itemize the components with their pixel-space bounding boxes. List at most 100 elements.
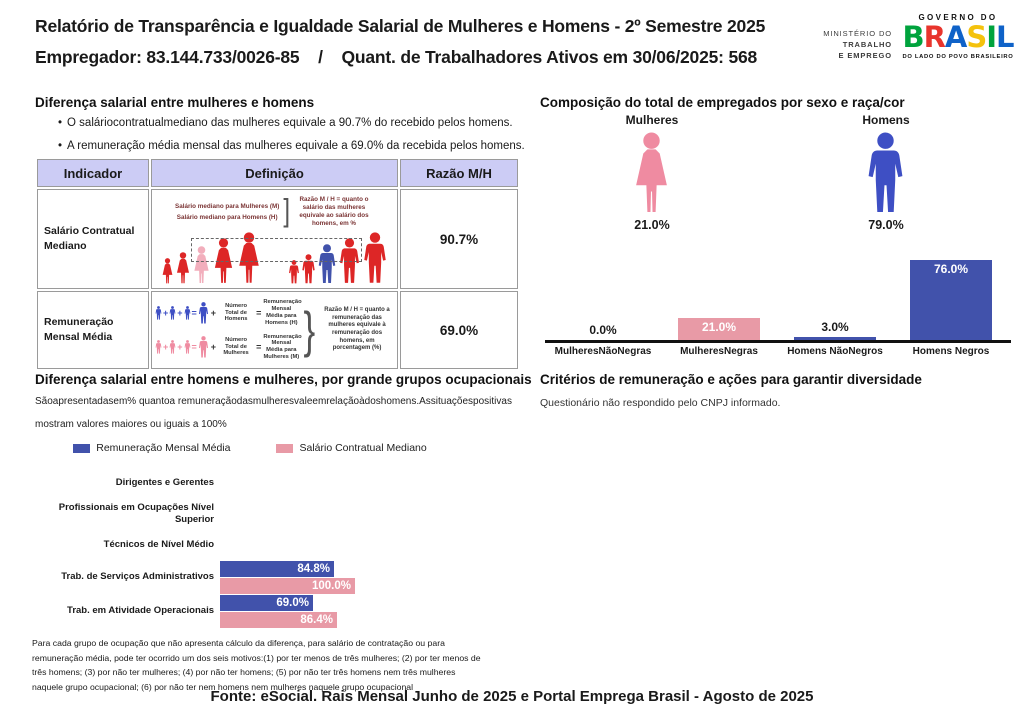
bar-value-label: 86.4% (300, 613, 333, 626)
table-row-mean-remuneration: Remuneração Mensal Média + + = + Número … (37, 291, 519, 369)
woman-figure-icon (169, 340, 176, 354)
bullet-dot: • (58, 117, 63, 129)
occ-category-label: Técnicos de Nível Médio (103, 538, 214, 550)
bar-group-homens-nao-negros: 3.0% (777, 246, 893, 340)
chart-baseline (545, 340, 1011, 343)
male-group-label: Homens (862, 113, 910, 127)
bar-category-label: MulheresNãoNegras (554, 346, 652, 357)
bar-group-mulheres-nao-negras: 0.0% (545, 246, 661, 340)
ministry-line3: E EMPREGO (838, 51, 892, 60)
women-count-label: Número Total de Mulheres (223, 336, 249, 357)
occ-row-profissionais: Profissionais em Ocupações Nível Superio… (28, 498, 498, 529)
indicator-mean-remuneration: Remuneração Mensal Média (37, 291, 149, 369)
page-title: Relatório de Transparência e Igualdade S… (35, 16, 766, 36)
table-row-median-salary: Salário Contratual Mediano Salário media… (37, 189, 519, 289)
bar-category-label: MulheresNegras (680, 346, 758, 357)
bar-value-label: 76.0% (933, 262, 969, 276)
bar-group-mulheres-negras: 21.0% (661, 246, 777, 340)
legend-swatch-blue (73, 443, 91, 453)
legend-label: Remuneração Mensal Média (96, 442, 231, 454)
occupational-subtitle-2: mostram valores maiores ou iguais a 100% (35, 419, 227, 430)
active-workers-count: Quant. de Trabalhadores Ativos em 30/06/… (341, 47, 758, 67)
bar-salario-servicos: 100.0% (220, 577, 355, 594)
indicators-table: Indicador Definição Razão M/H Salário Co… (35, 157, 520, 371)
bullet-dot: • (58, 139, 63, 152)
col-header-definicao: Definição (151, 159, 399, 187)
ministry-line2: TRABALHO (842, 40, 892, 49)
median-illustration (161, 230, 388, 284)
bar-salario-operacionais: 86.4% (220, 611, 337, 628)
ministry-logo: MINISTÉRIO DO TRABALHO E EMPREGO (798, 28, 892, 61)
col-header-razao: Razão M/H (400, 159, 519, 187)
bracket-glyph: ] (283, 193, 290, 229)
man-figure-icon (155, 305, 162, 320)
occ-category-label: Dirigentes e Gerentes (115, 476, 214, 488)
man-figure-big-icon (198, 302, 208, 324)
def-line-men: Salário mediano para Homens (H) (176, 214, 278, 221)
woman-figure-icon (162, 258, 173, 284)
occ-row-atividade-operacionais: Trab. em Atividade Operacionais 69.0% 86… (28, 594, 498, 628)
occ-category-label: Trab. de Serviços Administrativos (61, 571, 214, 583)
female-percentage: 21.0% (634, 218, 670, 232)
legend-swatch-pink (276, 443, 294, 453)
employer-id: Empregador: 83.144.733/0026-85 (35, 47, 300, 67)
women-formula: + + = + Número Total de Mulheres = Remun… (155, 333, 302, 361)
occupational-footnote: Para cada grupo de ocupação que não apre… (32, 638, 481, 692)
salary-diff-bullets: • O saláriocontratualmediano das mulheres… (58, 112, 525, 157)
bullet-mean-salary-text: A remuneração média mensal das mulheres … (67, 139, 525, 152)
brasil-wordmark-icon: BRASIL (902, 20, 1014, 54)
occupational-gap-chart: Dirigentes e Gerentes Profissionais em O… (28, 467, 498, 628)
ratio-mean-remuneration: 69.0% (400, 291, 519, 369)
legend-item-remuneracao: Remuneração Mensal Média (73, 442, 230, 454)
bar-value-label: 69.0% (276, 596, 309, 609)
ratio-note-mean: Razão M / H = quanto a remuneração das m… (324, 307, 390, 352)
bar-value-label: 0.0% (589, 323, 617, 337)
occ-row-tecnicos: Técnicos de Nível Médio (28, 529, 498, 560)
ratio-note-median: Razão M / H = quanto o salário das mulhe… (299, 196, 369, 227)
gov-logo-bottom-text: DO LADO DO POVO BRASILEIRO (902, 54, 1014, 60)
woman-figure-icon (177, 252, 189, 284)
men-count-label: Número Total de Homens (224, 302, 248, 323)
bullet-median-salary-text: O saláriocontratualmediano das mulheres … (67, 117, 513, 129)
man-figure-icon (289, 260, 299, 284)
bar-category-label: Homens Negros (912, 346, 990, 357)
bar-remuneracao-operacionais: 69.0% (220, 594, 313, 611)
women-result-label: Remuneração Mensal Média para Mulheres (… (263, 333, 302, 360)
bar-homens-negros: 76.0% (910, 260, 992, 340)
subtitle-separator: / (318, 47, 323, 67)
bullet-mean-salary: • A remuneração média mensal das mulheres… (58, 135, 525, 158)
occ-category-label: Profissionais em Ocupações Nível Superio… (58, 502, 214, 525)
bar-remuneracao-servicos: 84.8% (220, 560, 334, 577)
bar-value-label: 100.0% (311, 579, 351, 592)
male-person-icon (865, 132, 906, 219)
def-line-women: Salário mediano para Mulheres (M) (175, 203, 280, 210)
composition-title: Composição do total de empregados por se… (540, 95, 905, 110)
source-line: Fonte: eSocial. Rais Mensal Junho de 202… (210, 688, 814, 705)
chart-legend: Remuneração Mensal Média Salário Contrat… (35, 442, 465, 454)
criteria-text: Questionário não respondido pelo CNPJ in… (540, 397, 781, 409)
men-formula: + + = + Número Total de Homens = Remuner… (155, 299, 302, 326)
bar-value-label: 84.8% (297, 562, 330, 575)
salary-diff-title: Diferença salarial entre mulheres e home… (35, 95, 315, 110)
occ-row-dirigentes: Dirigentes e Gerentes (28, 467, 498, 498)
race-composition-chart: 0.0% MulheresNãoNegras 21.0% MulheresNeg… (545, 246, 1011, 362)
occupational-title: Diferença salarial entre homens e mulher… (35, 372, 532, 387)
definition-mean-remuneration: + + = + Número Total de Homens = Remuner… (151, 291, 399, 369)
governo-do-brasil-logo: GOVERNO DO BRASIL DO LADO DO POVO BRASIL… (898, 13, 1018, 60)
woman-figure-icon (184, 340, 190, 354)
female-person-icon (631, 132, 672, 219)
occupational-subtitle-1: Sãoapresentadasem% quantoa remuneraçãoda… (35, 396, 512, 407)
bar-homens-nao-negros (794, 337, 876, 340)
man-figure-icon (364, 232, 386, 283)
definition-median-salary: Salário mediano para Mulheres (M) Salári… (151, 189, 399, 289)
bar-value-label: 21.0% (701, 320, 737, 334)
bar-mulheres-negras: 21.0% (678, 318, 760, 340)
occ-row-servicos-administrativos: Trab. de Serviços Administrativos 84.8% … (28, 560, 498, 594)
indicator-median-salary: Salário Contratual Mediano (37, 189, 149, 289)
page-subtitle: Empregador: 83.144.733/0026-85 / Quant. … (35, 47, 757, 68)
men-result-label: Remuneração Mensal Média para Homens (H) (263, 299, 302, 326)
table-header-row: Indicador Definição Razão M/H (37, 159, 519, 187)
bar-category-label: Homens NãoNegros (787, 346, 883, 357)
gov-logo-top-text: GOVERNO DO (918, 13, 998, 22)
